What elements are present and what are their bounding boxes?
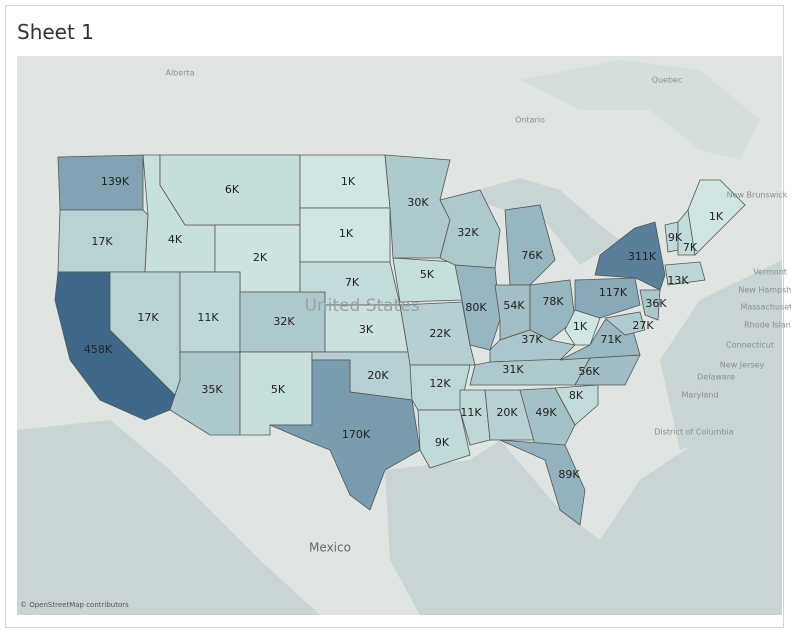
state-value-label: 13K bbox=[667, 274, 689, 287]
atlantic-ocean bbox=[660, 260, 782, 450]
state-value-label: 2K bbox=[253, 251, 268, 264]
state-value-label: 89K bbox=[558, 468, 580, 481]
state-value-label: 31K bbox=[502, 363, 524, 376]
state-value-label: 27K bbox=[632, 319, 654, 332]
place-label: Mexico bbox=[309, 541, 351, 555]
place-label: Ontario bbox=[515, 116, 545, 125]
place-label: Massachusetts bbox=[740, 303, 791, 312]
state-value-label: 7K bbox=[683, 241, 698, 254]
state-value-label: 56K bbox=[578, 365, 600, 378]
state-value-label: 12K bbox=[429, 377, 451, 390]
state bbox=[504, 204, 556, 286]
state bbox=[564, 309, 601, 346]
state-value-label: 30K bbox=[407, 196, 429, 209]
place-label: Rhode Island bbox=[744, 321, 791, 330]
state-value-label: 54K bbox=[503, 299, 525, 312]
state-value-label: 35K bbox=[201, 383, 223, 396]
state bbox=[499, 439, 586, 526]
state bbox=[469, 357, 591, 386]
state-value-label: 1K bbox=[341, 175, 356, 188]
state-value-label: 11K bbox=[460, 406, 482, 419]
state-value-label: 1K bbox=[573, 320, 588, 333]
state bbox=[574, 277, 641, 319]
state bbox=[554, 384, 599, 426]
state bbox=[519, 387, 576, 446]
state-value-label: 80K bbox=[465, 301, 487, 314]
gulf-atlantic-water bbox=[385, 400, 782, 615]
state-value-label: 22K bbox=[429, 327, 451, 340]
pacific-ocean bbox=[17, 420, 320, 615]
state-value-label: 20K bbox=[496, 406, 518, 419]
place-label: District of Columbia bbox=[654, 428, 733, 437]
state-value-label: 4K bbox=[168, 233, 183, 246]
state-value-label: 458K bbox=[84, 343, 113, 356]
hudson-area bbox=[520, 60, 760, 160]
state bbox=[604, 311, 646, 336]
place-label: New Jersey bbox=[720, 361, 765, 370]
state-value-label: 20K bbox=[367, 369, 389, 382]
state bbox=[687, 179, 746, 256]
state-value-label: 3K bbox=[359, 323, 374, 336]
state-value-label: 36K bbox=[645, 297, 667, 310]
state bbox=[594, 221, 666, 291]
place-label: Alberta bbox=[165, 69, 194, 78]
state-value-label: 1K bbox=[709, 210, 724, 223]
great-lakes bbox=[460, 178, 620, 265]
place-label: Delaware bbox=[697, 373, 735, 382]
state-value-label: 5K bbox=[420, 268, 435, 281]
state-value-label: 76K bbox=[521, 249, 543, 262]
place-label: New Hampshire bbox=[738, 286, 791, 295]
place-label: New Brunswick bbox=[727, 191, 788, 200]
place-label: Quebec bbox=[652, 76, 683, 85]
state bbox=[529, 279, 576, 341]
state-value-label: 9K bbox=[668, 231, 683, 244]
state-value-label: 32K bbox=[273, 315, 295, 328]
place-label: Vermont bbox=[753, 268, 787, 277]
state-value-label: 1K bbox=[339, 227, 354, 240]
state bbox=[459, 389, 491, 446]
state-value-label: 32K bbox=[457, 226, 479, 239]
state-value-label: 49K bbox=[535, 406, 557, 419]
state-value-label: 311K bbox=[628, 250, 657, 263]
attribution: © OpenStreetMap contributors bbox=[20, 601, 129, 609]
state-value-label: 117K bbox=[599, 286, 628, 299]
place-label: United States bbox=[304, 296, 419, 316]
state-value-label: 11K bbox=[197, 311, 219, 324]
state-value-label: 5K bbox=[271, 383, 286, 396]
state-value-label: 170K bbox=[342, 428, 371, 441]
place-label: Connecticut bbox=[726, 341, 774, 350]
state-value-label: 8K bbox=[569, 389, 584, 402]
state-value-label: 9K bbox=[435, 436, 450, 449]
state-value-label: 139K bbox=[101, 175, 130, 188]
state-value-label: 71K bbox=[600, 333, 622, 346]
state-value-label: 78K bbox=[542, 295, 564, 308]
sheet-frame bbox=[5, 5, 784, 628]
state-value-label: 6K bbox=[225, 183, 240, 196]
state-value-label: 7K bbox=[345, 276, 360, 289]
place-label: Maryland bbox=[681, 391, 718, 400]
state bbox=[639, 289, 661, 321]
state-value-label: 17K bbox=[91, 235, 113, 248]
state bbox=[417, 409, 471, 469]
state bbox=[664, 261, 706, 286]
state bbox=[269, 359, 421, 511]
state-value-label: 17K bbox=[137, 311, 159, 324]
state bbox=[484, 389, 536, 441]
state-value-label: 37K bbox=[521, 333, 543, 346]
state bbox=[574, 354, 641, 386]
sheet-title: Sheet 1 bbox=[17, 20, 94, 44]
